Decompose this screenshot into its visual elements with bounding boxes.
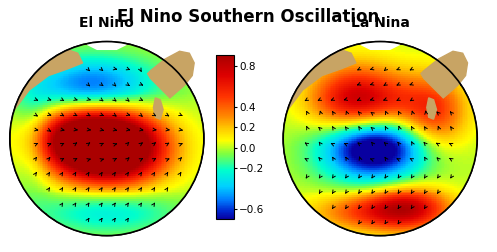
Polygon shape: [15, 46, 83, 109]
Circle shape: [283, 42, 477, 236]
Text: El Nino: El Nino: [80, 16, 134, 30]
Circle shape: [10, 42, 204, 236]
Polygon shape: [421, 51, 468, 98]
Polygon shape: [87, 42, 126, 49]
Polygon shape: [427, 98, 436, 119]
Text: El Nino Southern Oscillation: El Nino Southern Oscillation: [117, 8, 380, 25]
Polygon shape: [148, 51, 194, 98]
Polygon shape: [154, 98, 163, 119]
Polygon shape: [361, 42, 400, 49]
Text: La Nina: La Nina: [351, 16, 410, 30]
Polygon shape: [288, 46, 356, 109]
